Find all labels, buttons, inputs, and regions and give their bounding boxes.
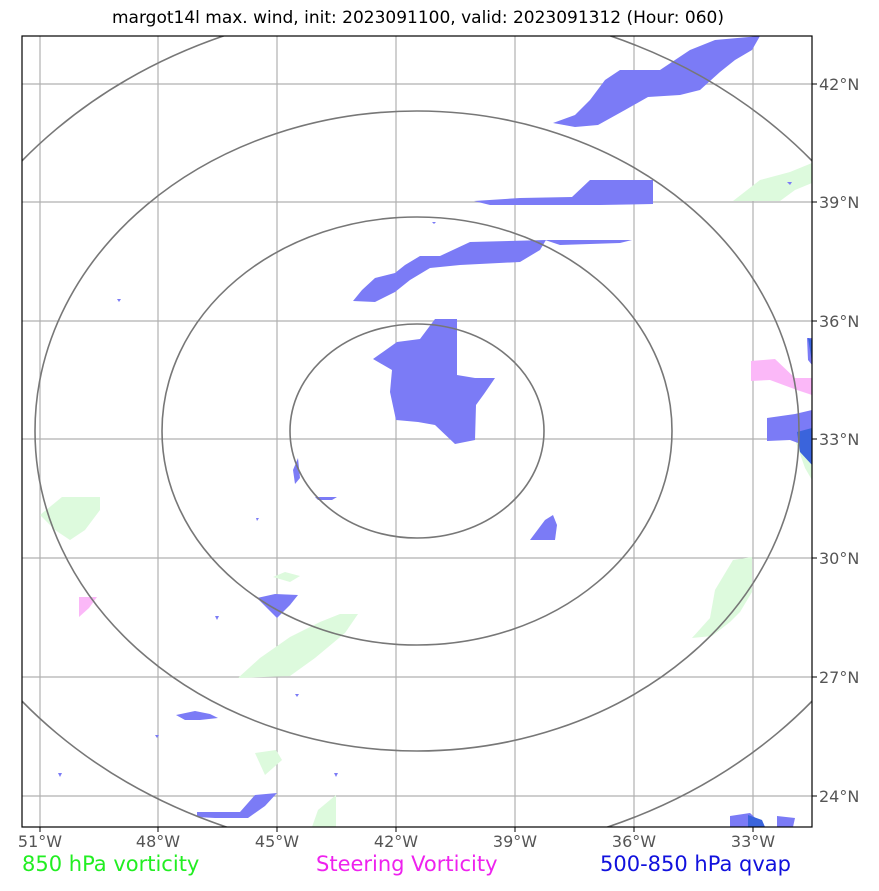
graticule [22, 36, 812, 827]
lon-label: 42°W [374, 832, 418, 851]
map-title: margot14l max. wind, init: 2023091100, v… [111, 8, 725, 28]
legend-qvap: 500-850 hPa qvap [600, 852, 791, 876]
lat-label: 33°N [819, 430, 859, 449]
legend-vorticity: 850 hPa vorticity [22, 852, 200, 876]
lon-label: 51°W [18, 832, 62, 851]
lat-label: 42°N [819, 75, 859, 94]
map-content [22, 36, 812, 827]
lon-label: 48°W [136, 832, 180, 851]
lat-label: 24°N [819, 787, 859, 806]
lat-label: 30°N [819, 549, 859, 568]
qvap-areas [58, 36, 812, 827]
vorticity-850-areas [40, 163, 812, 827]
qvap-overlap-areas [748, 338, 812, 827]
lat-label: 27°N [819, 668, 859, 687]
lat-label: 39°N [819, 193, 859, 212]
latitude-labels: 42°N 39°N 36°N 33°N 30°N 27°N 24°N [819, 75, 859, 806]
legend-steering-vorticity: Steering Vorticity [316, 852, 498, 876]
longitude-labels: 51°W 48°W 45°W 42°W 39°W 36°W 33°W [18, 832, 775, 851]
lon-label: 36°W [612, 832, 656, 851]
lon-label: 33°W [731, 832, 775, 851]
steering-vorticity-areas [79, 359, 812, 617]
lon-label: 39°W [493, 832, 537, 851]
lon-label: 45°W [255, 832, 299, 851]
map-frame [21, 35, 813, 828]
lat-label: 36°N [819, 312, 859, 331]
range-rings [22, 36, 812, 827]
tick-marks [39, 83, 817, 832]
